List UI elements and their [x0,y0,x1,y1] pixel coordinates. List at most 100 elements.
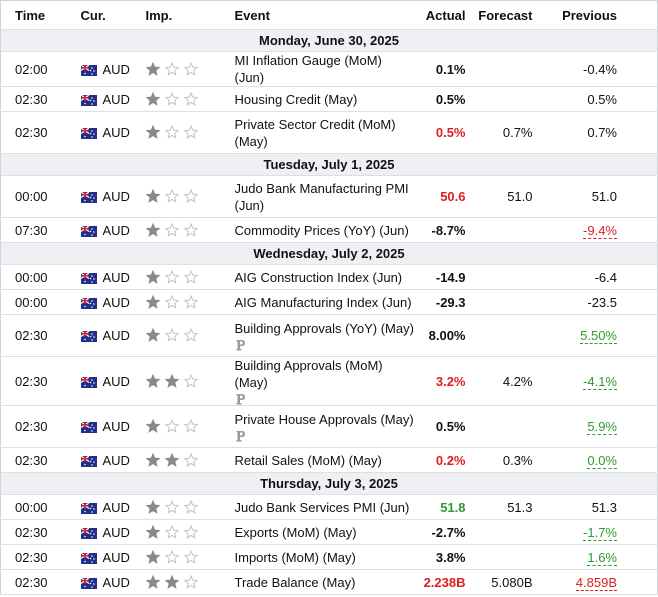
currency: AUD [102,61,130,77]
day-date: Wednesday, July 2, 2025 [0,242,658,265]
star-filled [164,373,179,388]
currency-cell: AUD [72,111,139,154]
importance-stars [145,499,198,514]
currency: AUD [102,574,130,590]
time: 02:30 [0,569,73,595]
previous-cell: 0.5% [545,86,658,112]
star-empty [164,418,179,433]
time: 02:30 [0,314,73,357]
flag-cross [80,457,89,459]
previous: 4.859B [575,574,617,591]
importance-stars [145,373,198,388]
flag-star [92,230,95,233]
time: 02:30 [0,356,73,406]
flag-star [83,135,86,138]
star-filled [145,452,160,467]
header-time: Time [0,0,73,30]
flag-icon [80,577,97,589]
actual: -8.7% [422,217,471,243]
currency: AUD [102,373,130,389]
flag-star [90,136,93,138]
flag-star [89,196,91,199]
flag-icon [80,191,97,203]
flag-star [90,510,93,513]
star-empty [164,524,179,539]
preliminary-icon [236,394,245,405]
forecast: 4.2% [470,356,546,406]
importance-cell [138,86,227,112]
currency-cell: AUD [72,51,139,87]
star-filled [164,452,179,467]
header-forecast: Forecast [470,0,546,30]
flag-star [83,429,86,432]
star-empty [183,373,198,388]
event-name: Commodity Prices (YoY) (Jun) [234,222,409,238]
flag-star [90,274,93,277]
event-cell: Exports (MoM) (May) [226,519,423,545]
previous: 0.5% [587,91,617,107]
time: 02:30 [0,86,73,112]
event-row: 02:30 AUD Building Approvals (YoY) (May) 8.… [0,314,658,357]
forecast [470,51,546,87]
time: 02:30 [0,544,73,570]
importance-cell [138,314,227,357]
star-empty [164,549,179,564]
currency: AUD [102,269,130,285]
event-name: AIG Manufacturing Index (Jun) [234,294,412,310]
forecast: 51.0 [470,175,546,218]
previous: 0.7% [587,125,617,140]
flag-star [90,554,93,557]
flag-star [92,69,95,72]
importance-cell [138,175,227,218]
star-filled [145,124,160,139]
actual: -2.7% [422,519,471,545]
flag-star [83,510,86,512]
time: 02:30 [0,111,73,154]
flag-star [83,280,86,282]
currency: AUD [102,189,130,204]
event-cell: Commodity Prices (YoY) (Jun) [226,217,423,243]
actual: -29.3 [422,289,471,315]
flag-star [90,535,93,538]
flag-cross [80,579,89,581]
flag-star [92,427,95,429]
header-row: Time Cur. Imp. Event Actual Forecast Pre… [0,0,658,30]
flag-cross [80,96,89,98]
flag-star [83,535,86,537]
flag-star [83,199,86,202]
event-cell: Housing Credit (May) [226,86,423,112]
event-cell: Private House Approvals (May) [226,405,423,448]
actual: 3.8% [422,544,471,570]
actual: 51.8 [422,494,471,520]
time: 00:00 [0,494,73,520]
flag-star [90,378,93,381]
event-cell: Judo Bank Manufacturing PMI (Jun) [226,175,423,218]
previous-cell: -9.4% [545,217,658,243]
star-filled [164,574,179,589]
importance-stars [145,452,198,467]
event-row: 07:30 AUD Commodity Prices (YoY) (Jun) -8.7… [0,217,658,243]
time: 00:00 [0,264,73,290]
previous: 1.6% [587,549,617,566]
flag-star [92,99,95,102]
previous: 5.9% [587,419,617,435]
currency: AUD [102,549,130,565]
importance-cell [138,519,227,545]
flag-star [92,557,95,560]
previous: -4.1% [583,373,617,390]
importance-stars [145,418,198,433]
header-actual: Actual [422,0,471,30]
event-row: 02:00 AUD MI Inflation Gauge (MoM) (Jun) 0.… [0,51,658,87]
previous-cell: 0.7% [545,111,658,154]
flag-icon [80,330,97,342]
star-empty [164,294,179,309]
star-filled [145,327,160,342]
previous-cell: -23.5 [545,289,658,315]
flag-cross [80,66,89,68]
star-filled [145,524,160,539]
header-importance: Imp. [138,0,227,30]
event-name: Private Sector Credit (MoM) (May) [234,116,396,149]
event-name: Building Approvals (YoY) (May) [234,321,414,336]
importance-cell [138,447,227,473]
